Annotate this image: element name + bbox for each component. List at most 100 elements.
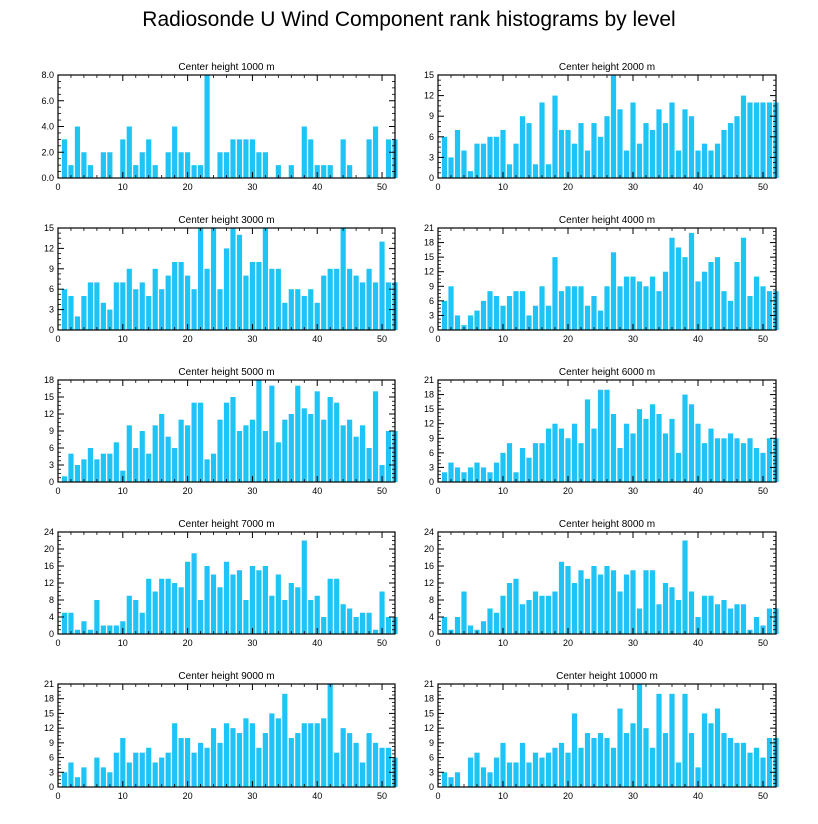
bar <box>597 574 604 634</box>
bar <box>282 693 288 787</box>
y-tick-label: 12 <box>424 578 434 588</box>
bar <box>617 708 623 787</box>
y-tick-label: 16 <box>44 561 54 571</box>
x-tick-label: 30 <box>628 791 638 801</box>
bar <box>552 423 558 482</box>
y-tick-label: 18 <box>424 390 434 400</box>
bar <box>68 453 74 482</box>
bar <box>630 723 636 787</box>
y-tick-label: 3 <box>429 462 434 472</box>
bar <box>636 281 643 330</box>
bar <box>519 742 526 787</box>
x-tick-label: 40 <box>693 638 703 648</box>
bar <box>146 139 152 178</box>
bar <box>230 139 236 178</box>
bar <box>701 713 708 787</box>
bar <box>480 467 487 482</box>
bar <box>308 600 314 634</box>
y-tick-label: 9 <box>429 281 434 291</box>
y-tick-label: 15 <box>44 708 54 718</box>
x-tick-label: 0 <box>435 182 440 192</box>
bar <box>545 164 552 178</box>
y-tick-label: 12 <box>424 267 434 277</box>
bar <box>558 129 565 178</box>
bar <box>578 570 584 634</box>
bar <box>353 742 359 787</box>
bar <box>708 150 714 178</box>
bar <box>649 404 656 482</box>
bar <box>178 262 184 330</box>
bar <box>513 143 519 178</box>
bar <box>301 296 307 330</box>
bar <box>372 282 379 330</box>
bar <box>467 757 474 787</box>
x-tick-label: 20 <box>563 791 573 801</box>
bar <box>74 465 81 482</box>
bar <box>441 772 448 787</box>
bar <box>204 75 210 178</box>
bar <box>107 772 113 787</box>
y-tick-label: 6 <box>49 753 54 763</box>
bar <box>643 418 649 482</box>
bar <box>372 126 379 178</box>
bar <box>714 708 721 787</box>
y-tick-label: 0 <box>429 782 434 792</box>
bar <box>379 241 385 330</box>
x-tick-label: 30 <box>247 182 257 192</box>
bar <box>185 275 191 330</box>
panel-4: Center height 4000 m 0 3 6 9 12 15 18 21 0 10 20 30 4… <box>424 215 779 344</box>
bar <box>649 747 656 787</box>
bar <box>275 442 281 482</box>
bar <box>353 617 359 634</box>
y-tick-label: 0 <box>49 782 54 792</box>
bar <box>493 136 500 178</box>
bar <box>734 262 740 330</box>
y-tick-label: 0 <box>429 325 434 335</box>
y-tick-label: 4 <box>49 612 54 622</box>
bar <box>81 767 87 787</box>
bar <box>301 126 307 178</box>
bar <box>165 275 171 330</box>
bar <box>474 143 480 178</box>
x-tick-label: 20 <box>563 638 573 648</box>
bar <box>610 75 617 178</box>
x-tick-label: 50 <box>377 638 387 648</box>
bar <box>301 408 307 482</box>
bar <box>467 625 474 634</box>
bar <box>513 762 519 787</box>
y-tick-label: 24 <box>44 527 54 537</box>
bar <box>223 723 230 787</box>
bar <box>340 425 346 482</box>
bar <box>308 723 314 787</box>
bar <box>480 621 487 634</box>
bar <box>152 165 158 178</box>
y-tick-label: 12 <box>424 419 434 429</box>
bar <box>545 428 552 482</box>
bar <box>636 409 643 482</box>
bar <box>539 757 545 787</box>
bar <box>120 737 126 787</box>
bar <box>545 305 552 330</box>
panel-10: Center height 10000 m 0 3 6 9 12 15 18 21 0 10 20 30… <box>424 671 779 801</box>
bar <box>565 566 571 634</box>
bar <box>506 296 513 330</box>
y-tick-label: 9 <box>429 111 434 121</box>
bar <box>347 419 353 482</box>
bar <box>500 305 506 330</box>
bar <box>126 425 132 482</box>
x-tick-label: 40 <box>312 791 322 801</box>
bar <box>288 737 294 787</box>
y-tick-label: 18 <box>424 238 434 248</box>
bar <box>461 591 467 634</box>
bar <box>165 436 171 482</box>
bar <box>766 438 773 482</box>
bar <box>604 566 610 634</box>
x-tick-label: 10 <box>498 486 508 496</box>
y-tick-label: 3 <box>49 767 54 777</box>
x-tick-label: 40 <box>312 638 322 648</box>
panel-8: Center height 8000 m 0 4 8 12 16 20 24 0 10 20 30 40… <box>424 519 779 648</box>
y-tick-label: 18 <box>44 694 54 704</box>
bar <box>526 123 532 178</box>
bar <box>360 612 366 634</box>
y-tick-label: 4.0 <box>41 122 54 132</box>
